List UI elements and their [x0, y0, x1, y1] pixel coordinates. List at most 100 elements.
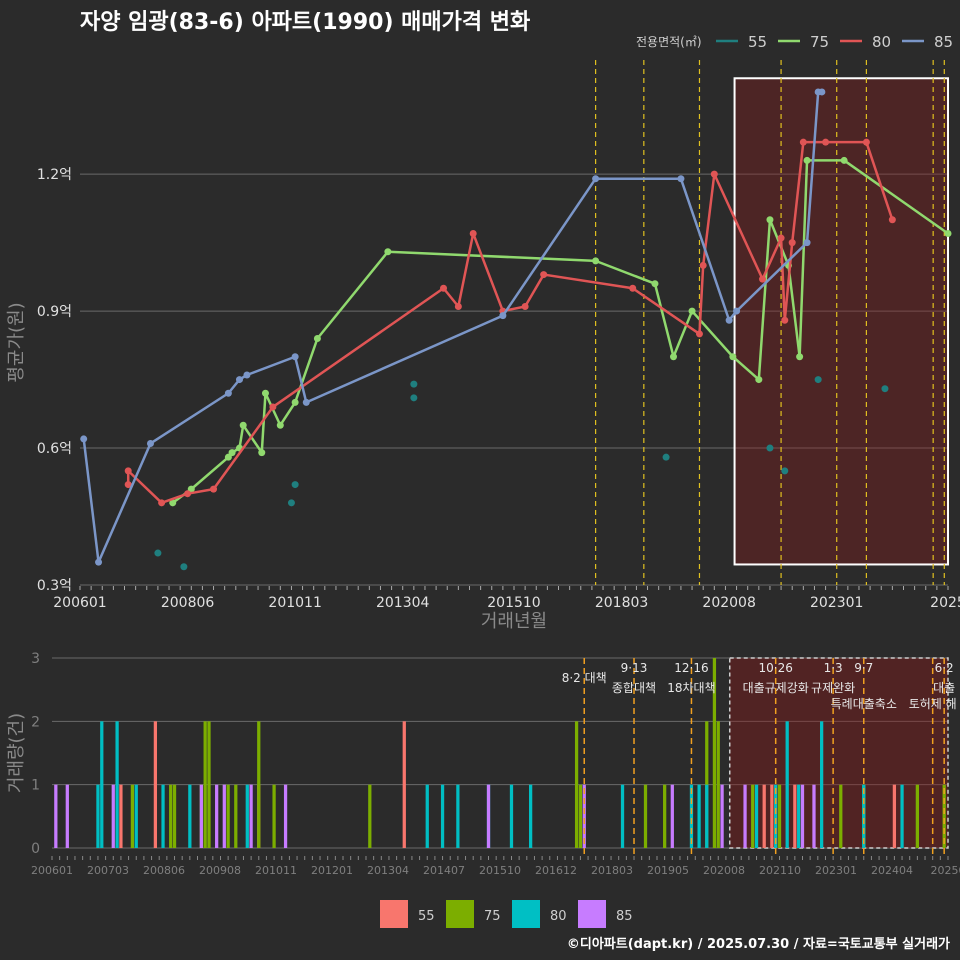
x-tick-label: 201510 — [487, 595, 540, 611]
data-point-85 — [818, 88, 826, 96]
bar-x-tick-label: 202008 — [703, 864, 745, 877]
bar-85 — [215, 784, 219, 848]
data-point-85 — [95, 558, 103, 566]
bar-x-tick-label: 201201 — [311, 864, 353, 877]
bar-80 — [862, 784, 866, 848]
legend-swatch-label-85: 85 — [616, 909, 633, 924]
highlight-box — [733, 77, 949, 566]
bar-x-tick-label: 200601 — [31, 864, 73, 877]
data-point-80 — [124, 467, 132, 475]
bar-80 — [188, 784, 192, 848]
x-axis-label: 거래년월 — [481, 611, 547, 632]
annotation-date: 12·16 — [674, 661, 708, 675]
bar-x-tick-label: 202110 — [759, 864, 801, 877]
bar-75 — [234, 784, 238, 848]
bar-75 — [716, 721, 720, 848]
bar-highlight-box — [728, 657, 949, 849]
bar-x-tick-label: 200703 — [87, 864, 129, 877]
data-point-80 — [862, 138, 870, 146]
data-point-80 — [469, 229, 477, 237]
legend-top: 전용면적(㎡) 55 75 80 85 — [636, 33, 953, 51]
legend-swatch-label-80: 80 — [550, 909, 567, 924]
bar-85 — [720, 784, 724, 848]
data-point-55 — [814, 376, 822, 384]
annotation-text: 8·2 대책 — [562, 670, 607, 685]
legend-swatch-label-55: 55 — [418, 909, 435, 924]
data-point-85 — [499, 312, 507, 320]
bar-75 — [751, 784, 755, 848]
x-tick-label: 201304 — [376, 595, 430, 611]
data-point-80 — [440, 284, 448, 292]
data-point-75 — [384, 248, 392, 256]
data-point-80 — [699, 261, 707, 269]
data-point-75 — [651, 280, 659, 288]
data-point-75 — [276, 421, 284, 429]
bar-85 — [800, 784, 805, 848]
data-point-85 — [725, 316, 733, 324]
data-point-80 — [788, 239, 796, 247]
data-point-80 — [629, 284, 637, 292]
data-point-55 — [766, 444, 774, 452]
bar-80 — [689, 784, 694, 848]
legend-swatch-80 — [512, 900, 540, 928]
bar-55 — [770, 784, 774, 848]
y-axis-label: 평균가(원) — [6, 302, 27, 382]
bar-80 — [509, 784, 514, 848]
bar-80 — [900, 784, 904, 848]
bar-75 — [169, 784, 173, 848]
data-point-75 — [688, 307, 696, 315]
data-point-80 — [822, 138, 830, 146]
bar-y-axis-label: 거래량(건) — [6, 713, 27, 793]
annotation-date: 10·26 — [759, 661, 793, 675]
bar-75 — [839, 784, 843, 848]
data-point-85 — [243, 371, 251, 379]
data-point-80 — [540, 271, 548, 279]
bar-x-tick-label: 201407 — [423, 864, 465, 877]
data-point-75 — [169, 499, 177, 507]
bar-y-tick-label: 3 — [31, 651, 40, 667]
data-point-55 — [287, 499, 295, 507]
bar-55 — [762, 784, 766, 848]
data-point-85 — [224, 389, 232, 397]
bar-85 — [111, 784, 115, 848]
legend-label-75: 75 — [810, 33, 829, 51]
bar-75 — [574, 721, 579, 848]
data-point-80 — [454, 303, 462, 311]
y-tick-label: 1.2억 — [37, 167, 72, 183]
bar-80 — [100, 721, 104, 848]
annotation-text: 대출규제강화 — [743, 681, 809, 695]
x-tick-label: 2025 — [930, 595, 960, 611]
bar-85 — [199, 784, 203, 848]
data-point-80 — [888, 216, 896, 224]
data-point-55 — [291, 481, 299, 489]
bar-75 — [942, 784, 946, 848]
x-tick-label: 201011 — [268, 595, 321, 611]
annotation-date: 1·3 — [824, 661, 843, 675]
data-point-85 — [236, 376, 244, 384]
legend-title: 전용면적(㎡) — [636, 35, 702, 49]
credit-text: ©디아파트(dapt.kr) / 2025.07.30 / 자료=국토교통부 실… — [566, 937, 950, 952]
bar-75 — [130, 784, 135, 848]
x-tick-label: 202008 — [702, 595, 755, 611]
data-point-75 — [239, 421, 247, 429]
annotation-text: 규제완화 — [811, 681, 855, 695]
bar-55 — [153, 721, 158, 848]
data-point-75 — [592, 257, 600, 265]
data-point-80 — [124, 481, 132, 489]
data-point-75 — [228, 449, 236, 457]
bar-80 — [697, 784, 701, 848]
bar-80 — [754, 784, 759, 848]
data-point-75 — [313, 334, 321, 342]
bar-55 — [402, 721, 406, 848]
annotation-date: 9·7 — [854, 661, 873, 675]
annotation-text: 토허제 해 — [909, 697, 957, 711]
bar-80 — [620, 784, 625, 848]
bar-75 — [172, 784, 177, 848]
data-point-55 — [180, 563, 188, 571]
bar-x-tick-label: 201803 — [591, 864, 633, 877]
data-point-80 — [521, 303, 529, 311]
bar-80 — [96, 784, 100, 848]
data-point-55 — [662, 453, 670, 461]
legend-label-80: 80 — [872, 33, 891, 51]
data-point-80 — [781, 316, 789, 324]
